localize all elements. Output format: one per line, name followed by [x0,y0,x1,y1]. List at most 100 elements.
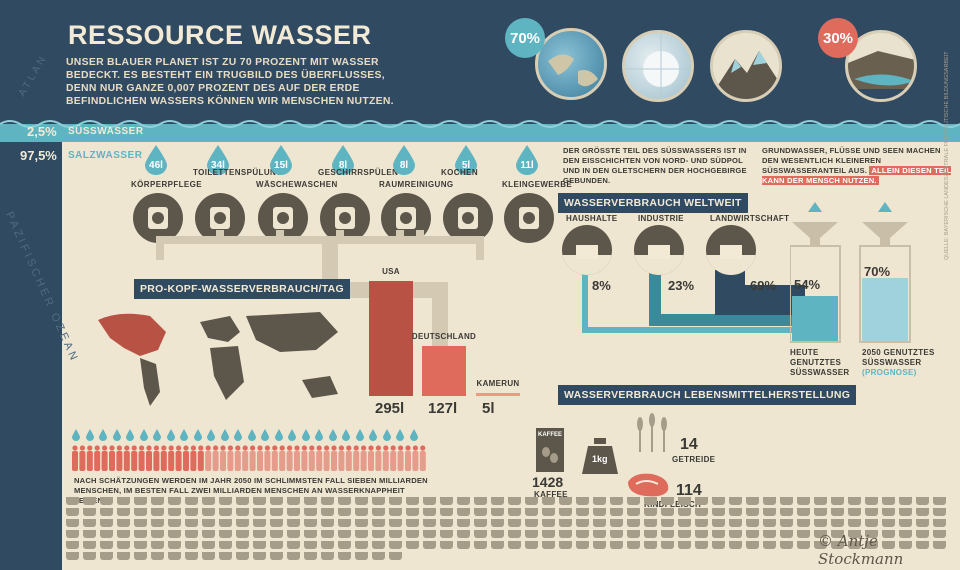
cup-icon [610,508,623,516]
cup-icon [678,519,691,527]
small-drop-icon [261,428,269,441]
use-icon [195,193,245,243]
cup-icon [151,508,164,516]
cup-icon [151,552,164,560]
cup-icon [389,519,402,527]
cup-icon [610,530,623,538]
cup-icon [168,508,181,516]
fresh-label: SÜSSWASSER [68,126,144,137]
cup-icon [593,519,606,527]
cup-icon [882,508,895,516]
cup-icon [423,497,436,505]
cup-icon [423,541,436,549]
bar-label: USA [382,267,400,276]
cup-icon [134,541,147,549]
cup-icon [508,497,521,505]
cup-icon [814,530,827,538]
globe-pct-30: 30% [818,18,858,58]
cup-icon [406,497,419,505]
cup-icon [559,541,572,549]
freshwater-wave-band [0,124,960,142]
small-drop-icon [288,428,296,441]
cup-icon [185,541,198,549]
small-drop-icon [180,428,188,441]
cup-icon [559,530,572,538]
cup-icon [440,530,453,538]
cup-icon [117,530,130,538]
cup-icon [372,530,385,538]
cup-icon [865,519,878,527]
cup-icon [372,541,385,549]
cup-icon [848,497,861,505]
small-drop-icon [85,428,94,441]
cup-icon [236,508,249,516]
cup-icon [287,508,300,516]
tanks-icon [790,202,911,343]
cup-icon [100,530,113,538]
use-icon [258,193,308,243]
small-drop-icon [369,428,377,441]
cup-icon [100,552,113,560]
small-drop-icon [396,428,404,441]
cup-icon [66,508,79,516]
cup-icon [542,519,555,527]
cup-icon [457,541,470,549]
bar [476,393,520,396]
weight-label: 1kg [592,454,608,464]
cup-icon [780,519,793,527]
cup-icon [933,541,946,549]
bar-value: 127l [428,400,458,417]
cup-icon [661,519,674,527]
cup-icon [355,497,368,505]
cup-icon [780,508,793,516]
small-drop-icon [274,428,283,441]
cup-icon [406,519,419,527]
use-icon [133,193,183,243]
small-drop-icon [193,428,202,441]
cup-icon [168,541,181,549]
ground-note: GRUNDWASSER, FLÜSSE UND SEEN MACHEN DEN … [762,146,957,186]
cup-icon [66,552,79,560]
cup-icon [219,508,232,516]
bar-value: 5l [482,400,495,417]
cup-icon [270,497,283,505]
worldwide-title: WASSERVERBRAUCH WELTWEIT [558,193,748,213]
cup-icon [321,519,334,527]
cup-icon [253,497,266,505]
small-drop-icon [247,428,256,441]
cup-icon [236,519,249,527]
cup-icon [831,519,844,527]
cup-icon [712,530,725,538]
cup-icon [389,497,402,505]
cup-icon [202,552,215,560]
cup-icon [406,508,419,516]
cup-icon [899,541,912,549]
cup-icon [423,530,436,538]
sector-icon [706,225,756,275]
cup-icon [83,552,96,560]
use-label: WÄSCHEWASCHEN [256,180,338,189]
source-note: QUELLE: BAYERISCHE LANDESZENTRALE FÜR PO… [944,51,950,260]
small-drop-icon [342,428,350,441]
steak-icon [628,473,669,497]
header-band [0,0,960,132]
cup-icon [559,519,572,527]
cup-icon [882,497,895,505]
cup-icon [491,508,504,516]
cup-icon [304,530,317,538]
cup-icon [729,497,742,505]
small-drop-icon [315,428,323,441]
cup-icon [491,530,504,538]
small-drop-icon [355,428,364,441]
cup-icon [678,508,691,516]
cup-icon [729,508,742,516]
cup-icon [168,497,181,505]
water-drop-icon [270,145,292,175]
cup-icon [389,541,402,549]
use-label: KOCHEN [441,168,479,177]
cup-icon [848,530,861,538]
cup-icon [729,541,742,549]
coffee-tag: KAFFEE [538,432,562,438]
cup-icon [610,541,623,549]
cup-icon [916,541,929,549]
